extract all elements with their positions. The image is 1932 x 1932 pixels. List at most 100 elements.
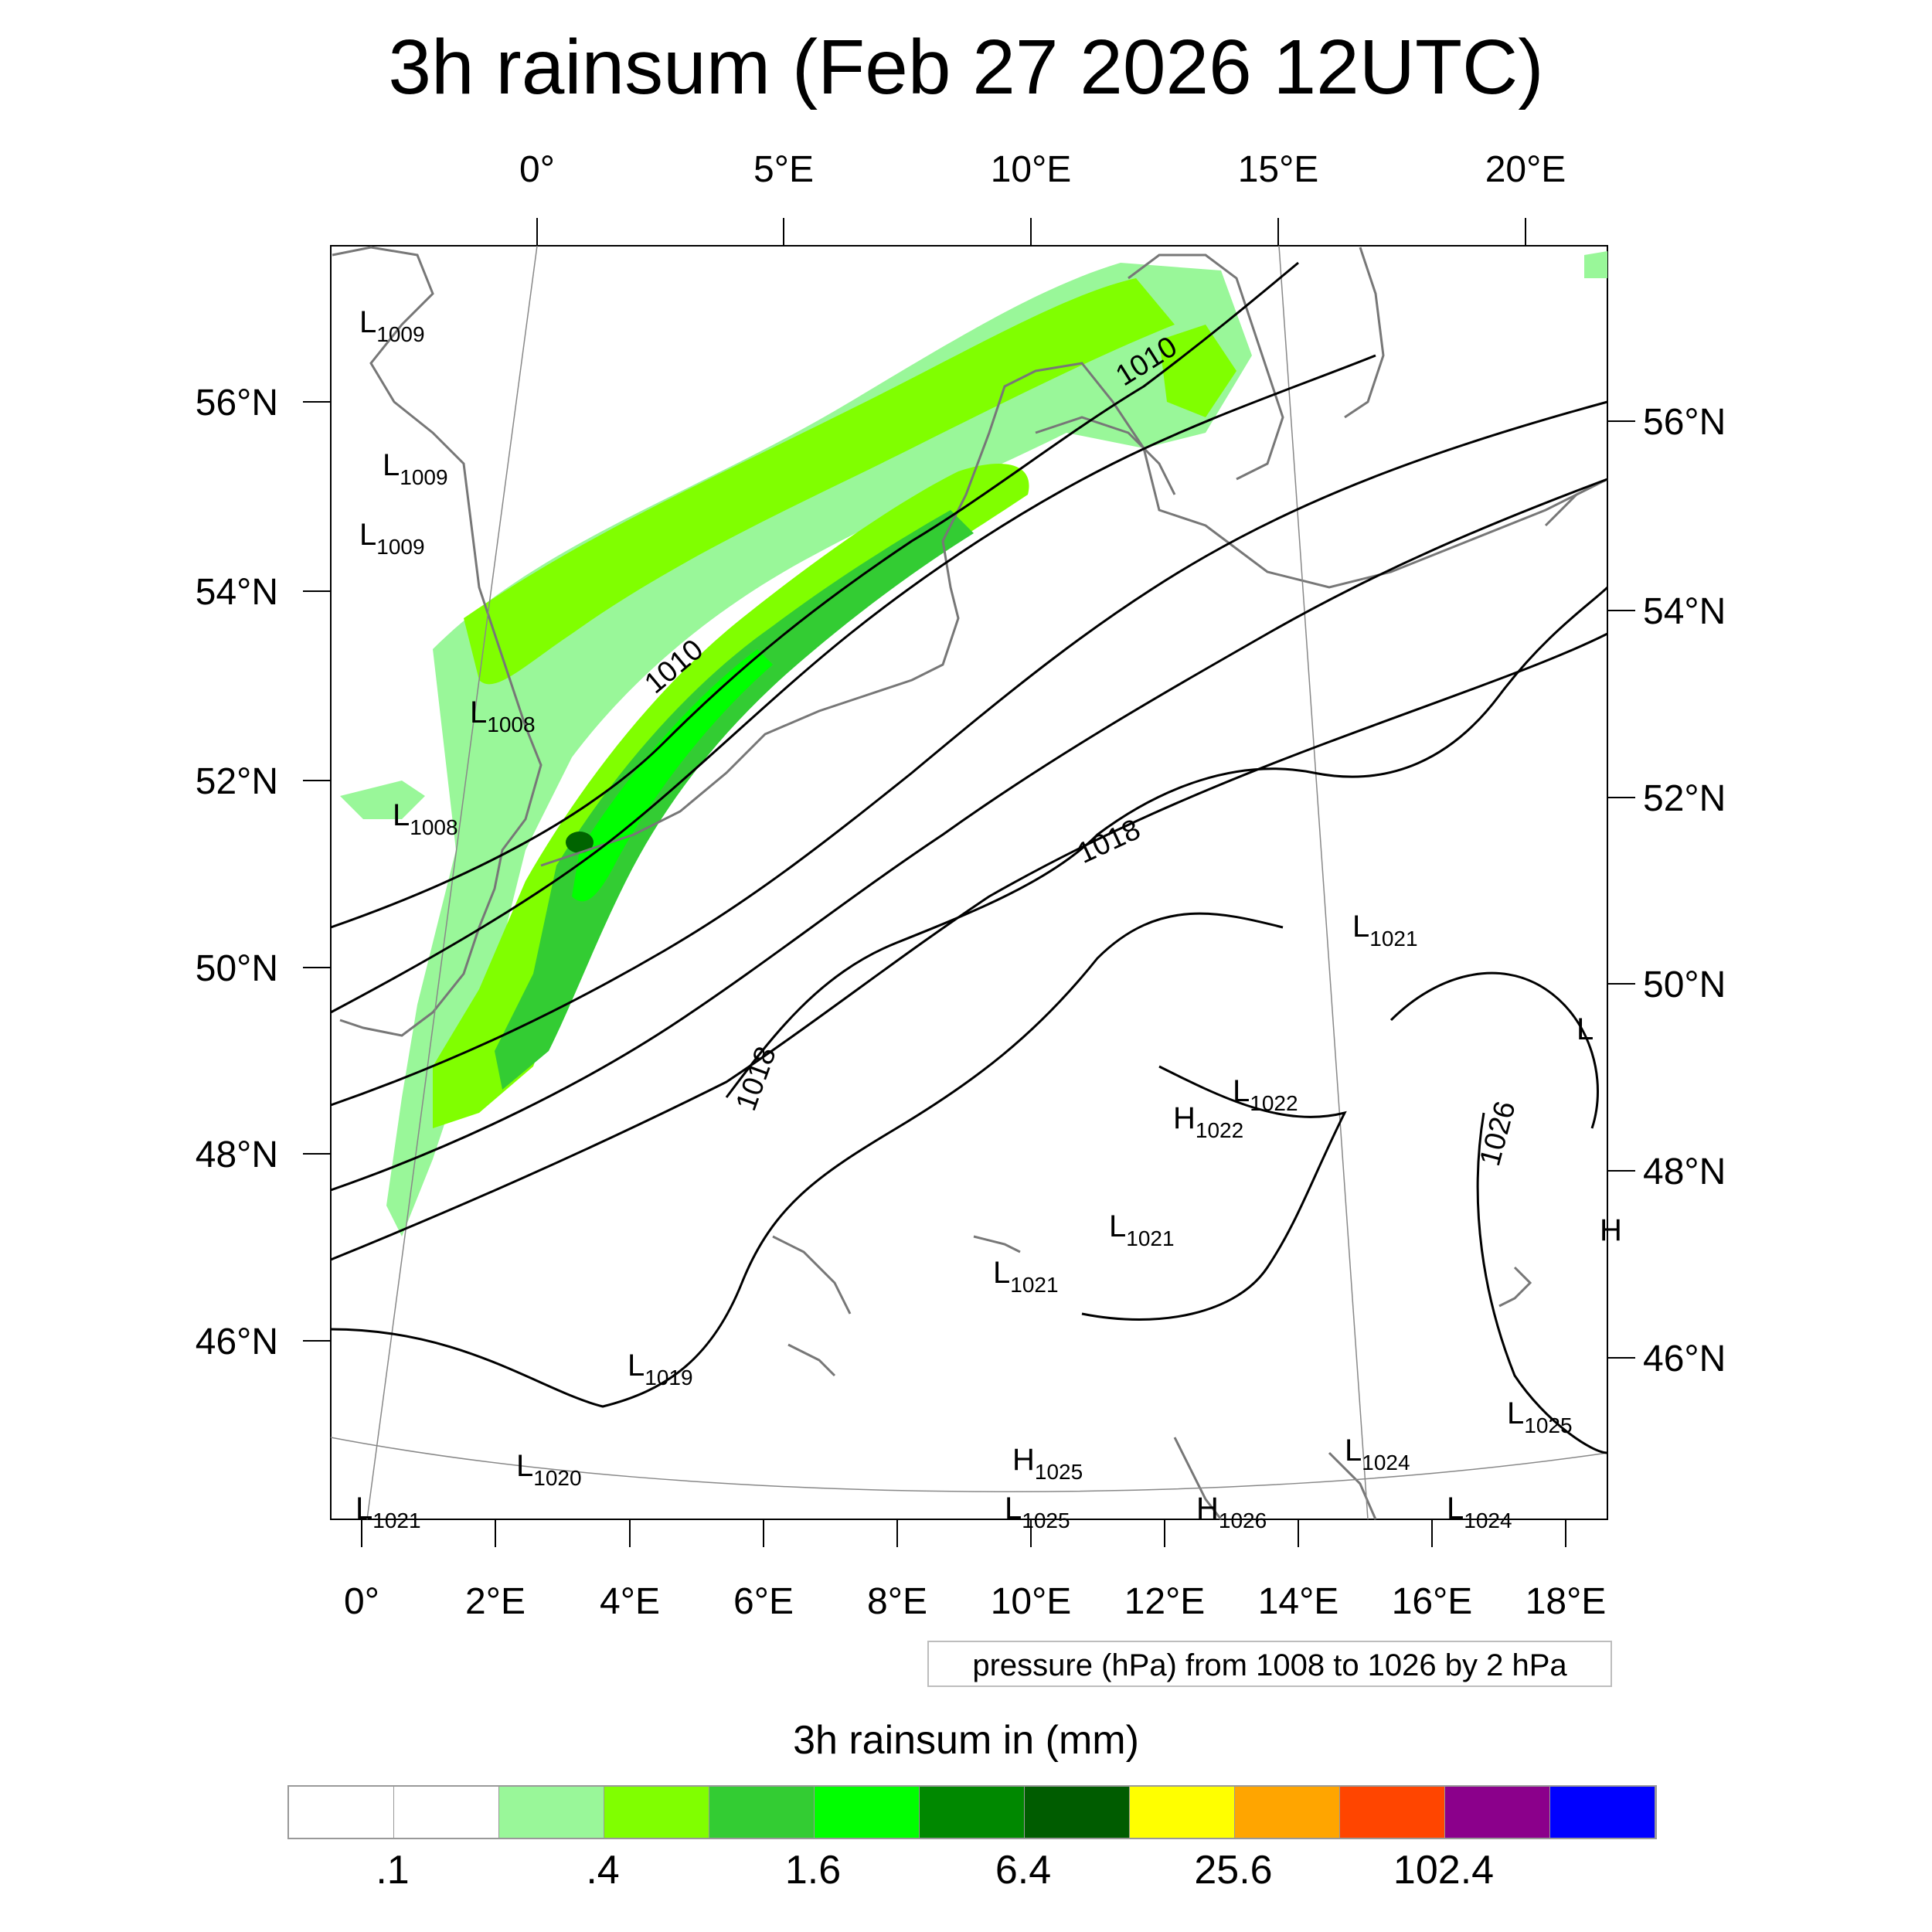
coastline-baltics bbox=[1544, 478, 1608, 527]
lat-tick-label: 52°N bbox=[196, 761, 278, 802]
colorbar-swatch bbox=[394, 1787, 499, 1838]
lon-tick-label: 18°E bbox=[1526, 1581, 1607, 1622]
colorbar-swatch bbox=[1130, 1787, 1235, 1838]
pressure-center: L1024 bbox=[1345, 1434, 1410, 1475]
pressure-center: H1026 bbox=[1196, 1492, 1267, 1532]
coastline-denmark bbox=[1035, 416, 1176, 495]
lon-tick-label: 0° bbox=[519, 149, 555, 190]
lake-4 bbox=[1498, 1266, 1532, 1308]
lat-tick-label: 50°N bbox=[196, 948, 278, 989]
pressure-center: L1009 bbox=[359, 518, 425, 559]
pressure-center: L1008 bbox=[470, 696, 536, 736]
pressure-center: L1025 bbox=[1005, 1492, 1070, 1532]
isobar-1014 bbox=[330, 478, 1608, 1192]
lon-tick-label: 2°E bbox=[465, 1581, 526, 1622]
lat-tick-label: 52°N bbox=[1643, 778, 1726, 819]
colorbar-swatch bbox=[289, 1787, 394, 1838]
lon-tick-label: 8°E bbox=[867, 1581, 927, 1622]
top-longitude-labels: 0° 5°E 10°E 15°E 20°E bbox=[519, 149, 1566, 190]
rain-patch-west bbox=[340, 781, 425, 819]
pressure-center: L1009 bbox=[383, 448, 448, 489]
pressure-center: L1025 bbox=[1507, 1396, 1573, 1437]
pressure-center: H1025 bbox=[1012, 1443, 1083, 1484]
pressure-center: L1022 bbox=[1233, 1074, 1298, 1115]
isobar-1012 bbox=[330, 400, 1608, 1107]
lat-tick-label: 48°N bbox=[1643, 1151, 1726, 1192]
isobar-1010 bbox=[330, 354, 1376, 1014]
colorbar-swatch bbox=[1340, 1787, 1445, 1838]
pressure-center: L1021 bbox=[993, 1256, 1059, 1297]
rain-area-moderate-north bbox=[464, 278, 1175, 685]
lon-tick-label: 5°E bbox=[753, 149, 814, 190]
lon-tick-label: 4°E bbox=[600, 1581, 660, 1622]
meridian-15e bbox=[1278, 245, 1369, 1520]
colorbar-swatch bbox=[1235, 1787, 1340, 1838]
lat-tick-label: 48°N bbox=[196, 1134, 278, 1175]
lat-tick-label: 46°N bbox=[196, 1321, 278, 1362]
isobar-1016 bbox=[330, 632, 1608, 1261]
colorbar-swatch bbox=[920, 1787, 1025, 1838]
pressure-center: L1020 bbox=[516, 1449, 582, 1490]
rain-area-strong bbox=[495, 510, 974, 1090]
legend-title: 3h rainsum in (mm) bbox=[793, 1718, 1139, 1763]
coastline-adriatic-east bbox=[1328, 1451, 1377, 1520]
lat-tick-label: 56°N bbox=[196, 383, 278, 423]
rain-area-max bbox=[566, 832, 594, 853]
lake-1 bbox=[772, 1235, 852, 1315]
coastline-continent bbox=[540, 362, 1608, 867]
bottom-longitude-labels: 0° 2°E 4°E 6°E 8°E 10°E 12°E 14°E 16°E 1… bbox=[344, 1581, 1606, 1622]
colorbar-label: 1.6 bbox=[784, 1848, 842, 1893]
lon-tick-label: 10°E bbox=[991, 149, 1072, 190]
lat-tick-label: 54°N bbox=[1643, 591, 1726, 632]
left-latitude-labels: 56°N 54°N 52°N 50°N 48°N 46°N bbox=[196, 383, 278, 1362]
lon-tick-label: 15°E bbox=[1238, 149, 1319, 190]
colorbar-label: 102.4 bbox=[1393, 1848, 1495, 1893]
lon-tick-label: 16°E bbox=[1392, 1581, 1473, 1622]
graticule bbox=[330, 245, 1608, 1520]
lon-tick-label: 0° bbox=[344, 1581, 379, 1622]
isobar-1008 bbox=[330, 261, 1299, 929]
meridian-0 bbox=[366, 245, 538, 1520]
lon-tick-label: 12°E bbox=[1124, 1581, 1206, 1622]
lat-tick-label: 56°N bbox=[1643, 402, 1726, 443]
pressure-center: L1019 bbox=[628, 1349, 693, 1389]
colorbar-label: 25.6 bbox=[1194, 1848, 1273, 1893]
coastline-sweden bbox=[1128, 253, 1284, 481]
lake-3 bbox=[787, 1343, 836, 1377]
lon-tick-label: 6°E bbox=[733, 1581, 794, 1622]
pressure-center: H1022 bbox=[1173, 1101, 1243, 1142]
coastlines bbox=[332, 246, 1608, 1520]
isobar-1024 bbox=[1389, 971, 1599, 1129]
pressure-center: L1021 bbox=[1109, 1209, 1175, 1250]
pressure-center: L bbox=[1577, 1012, 1594, 1046]
rain-patch-sweden bbox=[1159, 325, 1236, 417]
rain-layer bbox=[340, 251, 1607, 1236]
parallel-45n bbox=[330, 1437, 1608, 1492]
isobar-1018 bbox=[725, 586, 1609, 1098]
colorbar-swatch bbox=[1025, 1787, 1130, 1838]
pressure-center: L1021 bbox=[1352, 910, 1418, 951]
colorbar-swatch bbox=[815, 1787, 920, 1838]
pressure-note: pressure (hPa) from 1008 to 1026 by 2 hP… bbox=[927, 1641, 1612, 1687]
map-title: 3h rainsum (Feb 27 2026 12UTC) bbox=[388, 24, 1544, 111]
isobar-1020 bbox=[330, 912, 1284, 1408]
colorbar-swatch bbox=[709, 1787, 815, 1838]
colorbar-swatch bbox=[604, 1787, 709, 1838]
colorbar-swatch bbox=[1445, 1787, 1550, 1838]
coastline-adriatic-north bbox=[1173, 1437, 1223, 1520]
lat-tick-label: 46°N bbox=[1643, 1338, 1726, 1379]
pressure-center: L1021 bbox=[355, 1492, 421, 1532]
isobar-1026 bbox=[1476, 1112, 1608, 1454]
lake-2 bbox=[973, 1235, 1021, 1253]
isobar-1022 bbox=[1081, 1065, 1347, 1321]
pressure-center: L1009 bbox=[359, 305, 425, 346]
pressure-center: L1008 bbox=[393, 798, 458, 839]
colorbar-label: .4 bbox=[586, 1848, 620, 1893]
isobars bbox=[330, 261, 1609, 1454]
rain-patch-east bbox=[1584, 251, 1607, 278]
frame-ticks bbox=[303, 218, 1635, 1547]
colorbar-swatch bbox=[1550, 1787, 1655, 1838]
coastline-britain bbox=[332, 246, 543, 1037]
coastline-gotland bbox=[1344, 247, 1385, 419]
